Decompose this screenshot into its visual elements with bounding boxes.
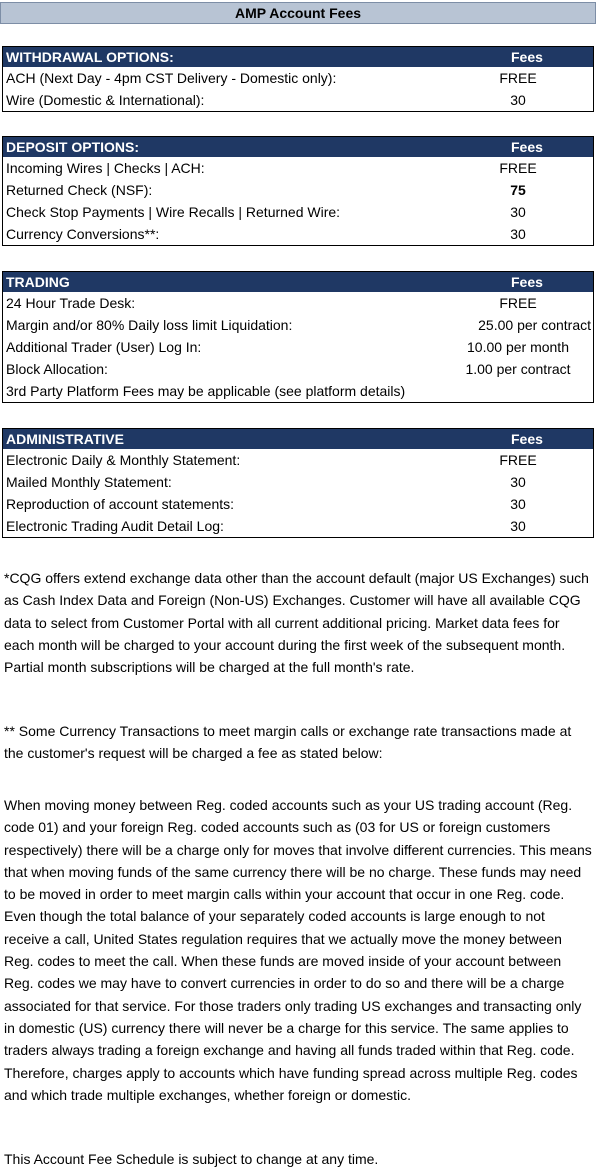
fee-value: FREE [499, 452, 537, 468]
table-row: Returned Check (NSF): 75 [3, 179, 593, 201]
fee-value: 25.00 per contract [478, 317, 591, 333]
fee-label: Reproduction of account statements: [6, 496, 235, 512]
fee-label: Mailed Monthly Statement: [6, 474, 172, 490]
table-row: Electronic Trading Audit Detail Log: 30 [3, 515, 593, 537]
table-header: TRADING Fees [3, 272, 593, 292]
fee-value: 1.00 per contract [465, 361, 571, 377]
fee-value: 30 [510, 204, 526, 220]
table-row: ACH (Next Day - 4pm CST Delivery - Domes… [3, 67, 593, 89]
fee-label: Check Stop Payments | Wire Recalls | Ret… [6, 204, 341, 220]
table-row: Margin and/or 80% Daily loss limit Liqui… [3, 314, 593, 336]
table-row: Reproduction of account statements: 30 [3, 493, 593, 515]
fee-value: 75 [510, 182, 526, 198]
fee-value: FREE [499, 70, 537, 86]
fee-label: 3rd Party Platform Fees may be applicabl… [6, 383, 406, 399]
schedule-disclaimer: This Account Fee Schedule is subject to … [4, 1151, 379, 1167]
table-header: WITHDRAWAL OPTIONS: Fees [3, 47, 593, 67]
table-row: Currency Conversions**: 30 [3, 223, 593, 245]
section-title: DEPOSIT OPTIONS: [6, 139, 140, 155]
table-header: ADMINISTRATIVE Fees [3, 429, 593, 449]
table-row: Wire (Domestic & International): 30 [3, 89, 593, 111]
reg-code-transfer-note: When moving money between Reg. coded acc… [4, 797, 592, 1103]
fee-value: 30 [510, 226, 526, 242]
fee-label: Currency Conversions**: [6, 226, 160, 242]
fees-column-header: Fees [511, 431, 543, 447]
fee-label: Additional Trader (User) Log In: [6, 339, 202, 355]
fee-value: FREE [499, 160, 537, 176]
fee-label: 24 Hour Trade Desk: [6, 295, 136, 311]
fee-value: 30 [510, 496, 526, 512]
table-row: 24 Hour Trade Desk: FREE [3, 292, 593, 314]
fees-column-header: Fees [511, 274, 543, 290]
section-title: WITHDRAWAL OPTIONS: [6, 49, 174, 65]
table-row: Incoming Wires | Checks | ACH: FREE [3, 157, 593, 179]
table-row: 3rd Party Platform Fees may be applicabl… [3, 380, 593, 402]
fee-value: 30 [510, 92, 526, 108]
fee-label: Margin and/or 80% Daily loss limit Liqui… [6, 317, 293, 333]
section-title: TRADING [6, 274, 70, 290]
table-row: Additional Trader (User) Log In: 10.00 p… [3, 336, 593, 358]
fee-label: Electronic Trading Audit Detail Log: [6, 518, 224, 534]
fee-label: Electronic Daily & Monthly Statement: [6, 452, 241, 468]
fee-value: FREE [499, 295, 537, 311]
fee-value: 30 [510, 474, 526, 490]
fee-label: Incoming Wires | Checks | ACH: [6, 160, 205, 176]
currency-conversion-note: ** Some Currency Transactions to meet ma… [4, 723, 572, 762]
fee-value: 10.00 per month [467, 339, 569, 355]
fee-label: Block Allocation: [6, 361, 108, 377]
table-header: DEPOSIT OPTIONS: Fees [3, 137, 593, 157]
fee-label: Returned Check (NSF): [6, 182, 153, 198]
page-title: AMP Account Fees [0, 2, 596, 24]
fee-label: ACH (Next Day - 4pm CST Delivery - Domes… [6, 70, 337, 86]
table-row: Check Stop Payments | Wire Recalls | Ret… [3, 201, 593, 223]
administrative-table: ADMINISTRATIVE Fees Electronic Daily & M… [2, 428, 594, 538]
deposit-options-table: DEPOSIT OPTIONS: Fees Incoming Wires | C… [2, 136, 594, 246]
fee-value: 30 [510, 518, 526, 534]
fees-column-header: Fees [511, 49, 543, 65]
table-row: Mailed Monthly Statement: 30 [3, 471, 593, 493]
cqg-data-note: *CQG offers extend exchange data other t… [4, 570, 589, 676]
section-title: ADMINISTRATIVE [6, 431, 124, 447]
trading-table: TRADING Fees 24 Hour Trade Desk: FREE Ma… [2, 271, 594, 403]
fees-column-header: Fees [511, 139, 543, 155]
table-row: Electronic Daily & Monthly Statement: FR… [3, 449, 593, 471]
withdrawal-options-table: WITHDRAWAL OPTIONS: Fees ACH (Next Day -… [2, 46, 594, 112]
fee-label: Wire (Domestic & International): [6, 92, 205, 108]
table-row: Block Allocation: 1.00 per contract [3, 358, 593, 380]
